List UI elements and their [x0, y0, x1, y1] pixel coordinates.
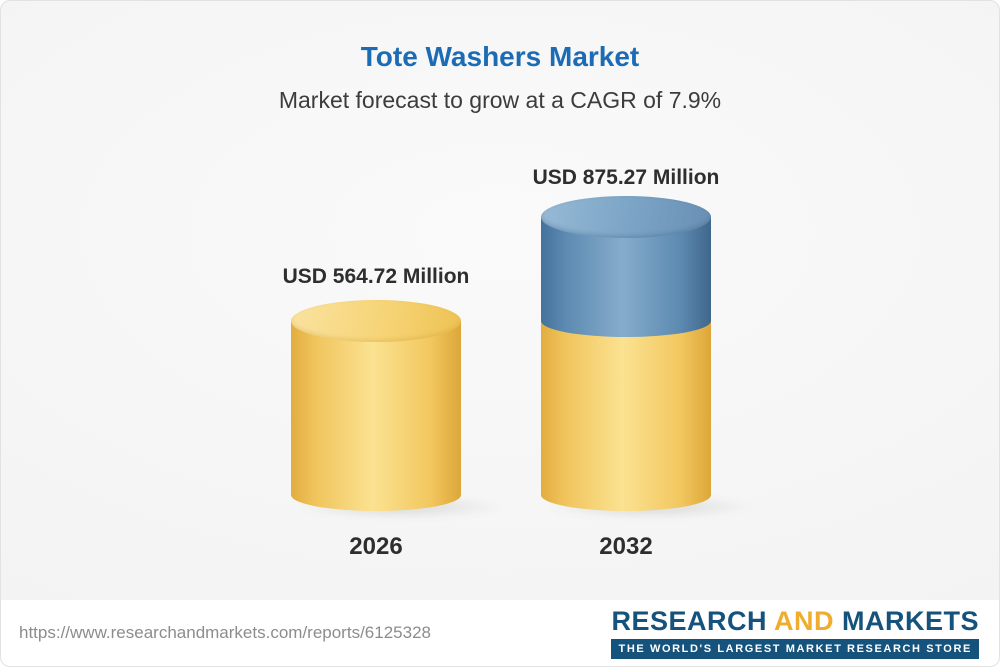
logo-tagline: THE WORLD'S LARGEST MARKET RESEARCH STOR…: [611, 638, 979, 659]
bar-2026: [291, 300, 461, 511]
chart-title: Tote Washers Market: [360, 41, 640, 72]
bar-2032-top-face: [541, 196, 711, 238]
logo-wordmark: RESEARCH AND MARKETS: [611, 607, 979, 635]
value-label-2026: USD 564.72 Million: [282, 265, 470, 288]
axis-label-2026: 2026: [349, 533, 403, 560]
logo-word-markets: MARKETS: [842, 606, 979, 637]
research-and-markets-logo: RESEARCH AND MARKETS THE WORLD'S LARGEST…: [611, 607, 979, 659]
logo-word-and: AND: [773, 606, 834, 637]
bar-2032-base-segment: [541, 321, 711, 511]
value-label-2032: USD 875.27 Million: [532, 166, 720, 189]
footer-bar: https://www.researchandmarkets.com/repor…: [1, 600, 999, 666]
bar-2026-body: [291, 321, 461, 511]
chart-subtitle: Market forecast to grow at a CAGR of 7.9…: [278, 87, 722, 113]
logo-word-research: RESEARCH: [611, 606, 767, 637]
bar-2026-top-face: [291, 300, 461, 343]
bar-2032: [541, 196, 711, 511]
axis-label-2032: 2032: [599, 533, 653, 560]
report-url-link[interactable]: https://www.researchandmarkets.com/repor…: [19, 623, 431, 642]
